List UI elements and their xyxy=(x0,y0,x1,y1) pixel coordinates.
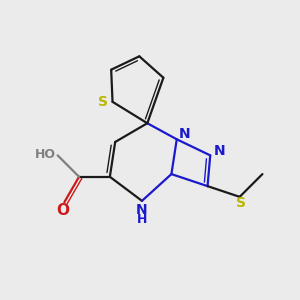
Text: S: S xyxy=(236,196,246,210)
Text: O: O xyxy=(56,203,70,218)
Text: N: N xyxy=(179,128,190,142)
Text: HO: HO xyxy=(35,148,56,160)
Text: N: N xyxy=(214,143,225,158)
Text: N: N xyxy=(136,203,148,217)
Text: S: S xyxy=(98,95,108,109)
Text: H: H xyxy=(137,213,147,226)
